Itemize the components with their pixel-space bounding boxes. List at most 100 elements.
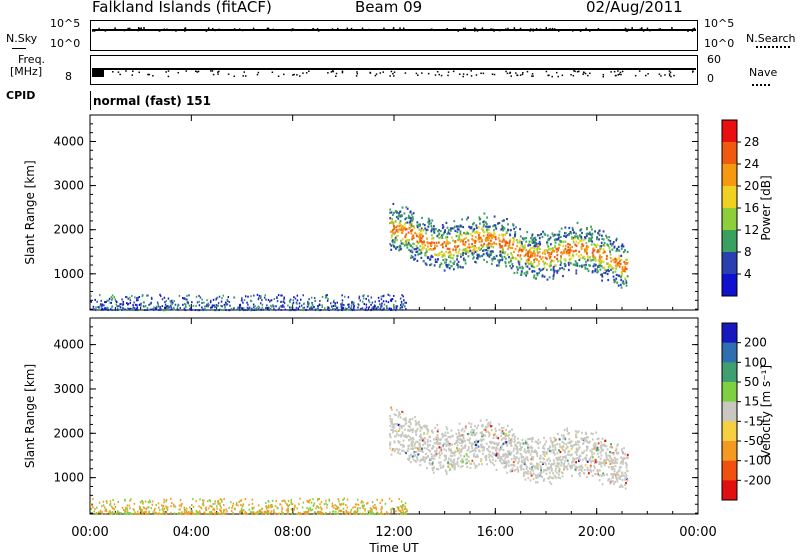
echo-point — [463, 243, 466, 247]
ground-scatter-point — [100, 299, 102, 302]
echo-point — [495, 448, 497, 452]
echo-point — [540, 471, 543, 474]
nsky-point — [214, 29, 216, 32]
echo-point — [612, 275, 615, 278]
echo-point — [398, 448, 401, 451]
ground-scatter-point — [337, 506, 340, 509]
colorbar-segment — [722, 252, 737, 275]
echo-point — [477, 455, 479, 458]
echo-point — [619, 276, 622, 279]
echo-point — [606, 272, 609, 276]
echo-point — [466, 438, 469, 441]
echo-point — [600, 448, 603, 452]
echo-point — [411, 225, 414, 228]
echo-point — [502, 455, 504, 458]
echo-point — [521, 455, 524, 459]
echo-point — [504, 441, 507, 445]
ground-scatter-point — [218, 512, 220, 515]
echo-point — [513, 227, 515, 230]
ground-scatter-point — [341, 299, 344, 302]
ground-scatter-point — [120, 309, 123, 312]
echo-point — [495, 243, 498, 246]
ground-scatter-point — [191, 301, 193, 304]
echo-point — [401, 426, 403, 429]
ground-scatter-point — [368, 301, 371, 304]
echo-point — [601, 437, 604, 440]
ground-scatter-point — [221, 305, 223, 308]
ground-scatter-point — [347, 303, 349, 306]
freq-point — [177, 71, 180, 74]
echo-point — [439, 438, 441, 441]
echo-point — [555, 438, 557, 441]
x-tick-label: 04:00 — [173, 525, 210, 540]
echo-point — [580, 253, 583, 257]
echo-point — [419, 443, 421, 446]
freq-point — [614, 74, 617, 77]
echo-point — [406, 243, 409, 246]
echo-point — [495, 454, 498, 457]
echo-point — [596, 452, 599, 455]
echo-point — [543, 250, 545, 253]
ground-scatter-point — [311, 307, 313, 310]
echo-point — [611, 462, 614, 465]
echo-point — [507, 464, 510, 467]
echo-point — [415, 446, 417, 449]
ground-scatter-point — [179, 498, 182, 501]
ground-scatter-point — [126, 512, 128, 515]
ground-scatter-point — [178, 504, 181, 507]
ground-scatter-point — [186, 511, 189, 514]
ground-scatter-point — [127, 297, 130, 300]
echo-point — [401, 410, 403, 413]
freq-point — [531, 75, 533, 77]
echo-point — [477, 445, 480, 448]
ground-scatter-point — [261, 303, 264, 306]
ground-scatter-point — [312, 504, 315, 507]
ground-scatter-point — [313, 511, 316, 514]
ground-scatter-point — [253, 506, 255, 509]
echo-point — [469, 466, 472, 470]
echo-point — [570, 464, 573, 467]
echo-point — [480, 458, 483, 461]
ground-scatter-point — [349, 512, 351, 515]
echo-point — [460, 429, 463, 432]
echo-point — [480, 248, 483, 251]
echo-point — [542, 267, 545, 271]
echo-point — [611, 467, 614, 471]
echo-point — [534, 277, 537, 280]
colorbar-tick-label: 4 — [744, 267, 752, 281]
echo-point — [391, 449, 394, 452]
ground-scatter-point — [306, 500, 308, 503]
echo-point — [398, 411, 400, 414]
freq-point — [506, 72, 509, 75]
ground-scatter-point — [391, 507, 394, 510]
echo-point — [541, 256, 544, 259]
echo-point — [611, 459, 614, 462]
ground-scatter-point — [209, 500, 212, 503]
ground-scatter-point — [359, 507, 361, 510]
echo-point — [472, 239, 475, 242]
echo-point — [437, 234, 440, 237]
ground-scatter-point — [261, 507, 263, 510]
nsky-point — [475, 28, 477, 31]
ground-scatter-point — [366, 309, 368, 312]
echo-point — [392, 448, 394, 451]
ground-scatter-point — [171, 302, 174, 305]
ground-scatter-point — [326, 503, 329, 506]
ground-scatter-point — [342, 307, 344, 310]
ground-scatter-point — [164, 308, 166, 311]
ground-scatter-point — [274, 512, 276, 515]
echo-point — [586, 248, 588, 251]
ground-scatter-point — [392, 303, 395, 306]
echo-point — [457, 228, 460, 231]
echo-point — [607, 269, 610, 272]
ground-scatter-point — [307, 508, 310, 511]
echo-point — [621, 472, 624, 475]
echo-point — [407, 448, 410, 451]
echo-point — [533, 237, 536, 240]
echo-point — [609, 451, 611, 454]
echo-point — [486, 245, 489, 248]
echo-point — [471, 459, 474, 462]
echo-point — [460, 434, 462, 438]
echo-point — [544, 256, 547, 259]
ground-scatter-point — [277, 308, 280, 311]
